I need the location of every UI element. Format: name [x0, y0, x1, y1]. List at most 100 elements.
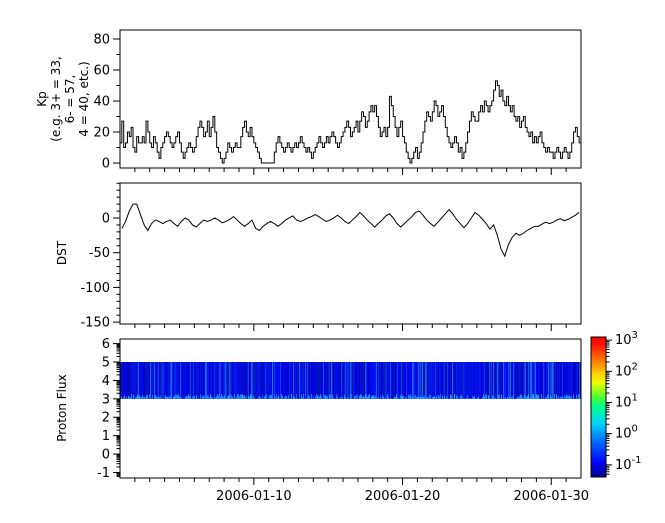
- spectrogram-column: [215, 362, 217, 399]
- spectrogram-column-tip: [426, 397, 428, 399]
- spectrogram-column: [147, 362, 149, 399]
- spectrogram-column-tip: [366, 394, 368, 399]
- y-tick-label: -1: [97, 466, 110, 481]
- spectrogram-column-tip: [454, 393, 456, 399]
- spectrogram-column: [157, 362, 159, 399]
- spectrogram-column: [356, 362, 358, 399]
- spectrogram-column-tip: [317, 395, 319, 399]
- spectrogram-column: [561, 362, 563, 399]
- spectrogram-column-tip: [138, 394, 140, 399]
- spectrogram-column: [352, 362, 354, 399]
- spectrogram-column-tip: [254, 397, 256, 399]
- spectrogram-column-tip: [570, 396, 572, 399]
- spectrogram-column: [315, 362, 317, 399]
- spectrogram-column-tip: [447, 397, 449, 399]
- spectrogram-column: [244, 362, 246, 399]
- spectrogram-column-tip: [227, 396, 229, 399]
- spectrogram-column: [158, 362, 160, 399]
- spectrogram-column: [384, 362, 386, 399]
- spectrogram-column-tip: [565, 396, 567, 399]
- spectrogram-column-tip: [547, 394, 549, 399]
- spectrogram-column-tip: [440, 393, 442, 399]
- spectrogram-column: [131, 362, 133, 399]
- spectrogram-column: [121, 362, 123, 399]
- spectrogram-column: [225, 362, 227, 399]
- spectrogram-column: [439, 362, 441, 399]
- spectrogram-column: [426, 362, 428, 399]
- spectrogram-column: [458, 362, 460, 399]
- spectrogram-column: [412, 362, 414, 399]
- spectrogram-column: [258, 362, 260, 399]
- spectrogram-column: [277, 362, 279, 399]
- spectrogram-column: [520, 362, 522, 399]
- spectrogram-column-tip: [495, 397, 497, 399]
- kp-axis-title-line1: Kp: [35, 91, 49, 107]
- spectrogram-column: [130, 362, 132, 399]
- spectrogram-column-tip: [350, 394, 352, 399]
- spectrogram-column: [559, 362, 561, 399]
- spectrogram-column: [456, 362, 458, 399]
- spectrogram-column: [202, 362, 204, 399]
- spectrogram-column: [176, 362, 178, 399]
- spectrogram-column: [513, 362, 515, 399]
- spectrogram-column: [554, 362, 556, 399]
- proton-flux-axis-title: Proton Flux: [55, 333, 69, 483]
- spectrogram-column: [566, 362, 568, 399]
- spectrogram-column: [332, 362, 334, 399]
- spectrogram-column: [280, 362, 282, 399]
- spectrogram-column: [547, 362, 549, 399]
- spectrogram-column: [269, 362, 271, 399]
- spectrogram-column-tip: [526, 397, 528, 399]
- spectrogram-column-tip: [237, 393, 239, 399]
- spectrogram-column: [271, 362, 273, 399]
- spectrogram-column: [540, 362, 542, 399]
- spectrogram-column: [468, 362, 470, 399]
- spectrogram-column: [471, 362, 473, 399]
- spectrogram-column: [409, 362, 411, 399]
- spectrogram-column-tip: [308, 394, 310, 399]
- spectrogram-column: [293, 362, 295, 399]
- spectrogram-column: [448, 362, 450, 399]
- spectrogram-column: [169, 362, 171, 399]
- spectrogram-column-tip: [228, 395, 230, 399]
- spectrogram-column-tip: [231, 395, 233, 399]
- spectrogram-column-tip: [425, 395, 427, 399]
- spectrogram-column: [548, 362, 550, 399]
- spectrogram-column: [197, 362, 199, 399]
- spectrogram-column: [338, 362, 340, 399]
- spectrogram-column-tip: [123, 397, 125, 399]
- spectrogram-column: [371, 362, 373, 399]
- spectrogram-column: [470, 362, 472, 399]
- spectrogram-column-tip: [509, 396, 511, 399]
- spectrogram-column: [205, 362, 207, 399]
- spectrogram-column: [168, 362, 170, 399]
- spectrogram-column: [188, 362, 190, 399]
- spectrogram-column: [410, 362, 412, 399]
- spectrogram-column: [220, 362, 222, 399]
- spectrogram-column-tip: [325, 395, 327, 399]
- spectrogram-column-tip: [398, 397, 400, 399]
- spectrogram-column: [132, 362, 134, 399]
- spectrogram-column-tip: [419, 397, 421, 399]
- spectrogram-column-tip: [196, 395, 198, 399]
- spectrogram-column-tip: [313, 396, 315, 399]
- spectrogram-column: [453, 362, 455, 399]
- spectrogram-column: [185, 362, 187, 399]
- spectrogram-column-tip: [363, 396, 365, 399]
- y-tick-label: 6: [102, 337, 110, 352]
- spectrogram-column: [432, 362, 434, 399]
- spectrogram-column-tip: [473, 397, 475, 399]
- spectrogram-column-tip: [527, 395, 529, 399]
- spectrogram-column-tip: [576, 394, 578, 399]
- spectrogram-column: [523, 362, 525, 399]
- spectrogram-column-tip: [147, 395, 149, 399]
- spectrogram-column: [186, 362, 188, 399]
- spectrogram-column-tip: [373, 395, 375, 399]
- spectrogram-column: [579, 362, 581, 399]
- spectrogram-column: [527, 362, 529, 399]
- spectrogram-column-tip: [249, 396, 251, 399]
- spectrogram-column-tip: [422, 396, 424, 399]
- spectrogram-column: [460, 362, 462, 399]
- spectrogram-column: [306, 362, 308, 399]
- kp-axis-title: Kp (e.g. 3+ = 33, 6- = 57, 4 = 40, etc.): [35, 24, 91, 174]
